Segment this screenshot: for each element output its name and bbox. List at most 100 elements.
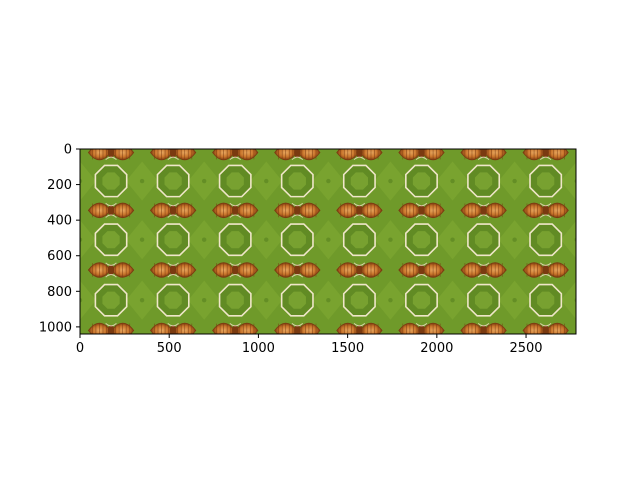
octagon-outline — [529, 164, 563, 198]
octagon-inner — [474, 172, 493, 190]
texture-dot — [139, 237, 145, 242]
leaf-motif — [585, 323, 607, 338]
leaf-arc — [353, 202, 366, 207]
octagon-inner — [102, 172, 120, 190]
leaf-arc — [415, 156, 428, 161]
x-axis: 0 500 1000 1500 2000 2500 — [76, 334, 543, 356]
texture-dot — [512, 178, 517, 184]
leaf-arc — [105, 322, 117, 327]
leaf-arc — [353, 156, 366, 161]
leaf-arc — [167, 156, 179, 161]
texture-dot — [574, 298, 576, 303]
octagon-outline — [280, 283, 314, 317]
leaf-knot — [294, 264, 301, 276]
leaf-motif — [26, 145, 48, 160]
octagon-outline — [94, 223, 128, 257]
leaf-arc — [167, 214, 179, 218]
leaf-motif — [608, 263, 630, 278]
octagon-fill — [592, 224, 623, 255]
octagon-outline — [156, 283, 190, 317]
leaf-knot — [480, 324, 487, 334]
leaf-arc — [354, 145, 365, 147]
octagon-inner — [350, 231, 369, 249]
octagon-inner — [537, 291, 555, 309]
y-tick-label: 600 — [47, 249, 72, 264]
octagon-inner — [164, 172, 182, 190]
x-tick-label: 1500 — [331, 341, 364, 356]
octagon-inner — [412, 172, 431, 190]
octagon-inner — [288, 291, 306, 309]
leaf-knot — [542, 149, 549, 159]
leaf-arc — [477, 214, 490, 218]
octagon-inner — [537, 172, 555, 190]
leaf-arc — [353, 322, 366, 327]
texture-dot — [450, 178, 455, 184]
texture-dot — [139, 178, 145, 184]
leaf-arc — [416, 145, 427, 147]
texture-dot — [388, 178, 393, 184]
leaf-arc — [415, 274, 428, 278]
octagon-outline — [592, 224, 623, 255]
leaf-arc — [291, 322, 304, 327]
leaf-arc — [168, 145, 179, 147]
octagon-outline — [467, 283, 501, 317]
texture-dot — [326, 178, 331, 184]
leaf-knot — [107, 149, 115, 159]
leaf-arc — [477, 262, 490, 266]
leaf-knot — [542, 324, 549, 334]
leaf-knot — [232, 324, 239, 334]
leaf-knot — [294, 324, 301, 334]
leaf-knot — [356, 149, 363, 159]
leaf-arc — [602, 157, 613, 159]
octagon-outline — [405, 223, 438, 257]
leaf-arc — [415, 202, 428, 207]
leaf-motif — [26, 263, 48, 278]
leaf-arc — [539, 262, 552, 266]
octagon-inner — [537, 231, 555, 249]
leaf-arc — [292, 335, 303, 337]
y-axis: 0 200 400 600 800 1000 — [39, 143, 80, 335]
leaf-arc — [229, 274, 241, 278]
leaf-motif — [585, 145, 607, 160]
leaf-arc — [105, 156, 117, 161]
octagon-outline — [342, 223, 376, 257]
leaf-knot — [107, 324, 115, 334]
leaf-knot — [605, 325, 611, 336]
texture-dot — [388, 237, 393, 242]
octagon-inner — [412, 231, 431, 249]
leaf-arc — [291, 156, 304, 161]
texture-diamond — [560, 281, 576, 319]
leaf-knot — [356, 324, 363, 334]
leaf-arc — [167, 274, 179, 278]
octagon-inner — [599, 231, 616, 248]
leaf-arc — [229, 214, 241, 218]
leaf-knot — [232, 264, 239, 276]
texture-diamond — [560, 162, 576, 200]
leaf-knot — [542, 264, 549, 276]
leaf-arc — [602, 145, 613, 147]
leaf-arc — [167, 202, 179, 207]
leaf-motif — [608, 203, 630, 218]
leaf-arc — [539, 274, 552, 278]
leaf-arc — [353, 262, 366, 266]
x-tick-label: 1000 — [242, 341, 275, 356]
leaf-arc — [602, 323, 613, 325]
octagon-inner — [226, 231, 244, 249]
y-tick-label: 200 — [47, 178, 72, 193]
texture-dot — [264, 298, 269, 303]
x-tick-label: 500 — [157, 341, 182, 356]
texture-dot — [264, 178, 269, 184]
leaf-arc — [291, 274, 304, 278]
texture-dot — [326, 298, 331, 303]
texture-dot — [201, 178, 207, 184]
texture-dot — [512, 298, 517, 303]
texture-dot — [201, 237, 207, 242]
leaf-arc — [44, 203, 55, 205]
leaf-knot — [107, 204, 115, 216]
octagon-fill — [592, 165, 623, 196]
leaf-arc — [105, 202, 117, 207]
texture-dot — [80, 237, 83, 242]
image-area — [26, 145, 630, 338]
octagon-outline — [405, 283, 438, 317]
leaf-motif — [585, 203, 607, 218]
